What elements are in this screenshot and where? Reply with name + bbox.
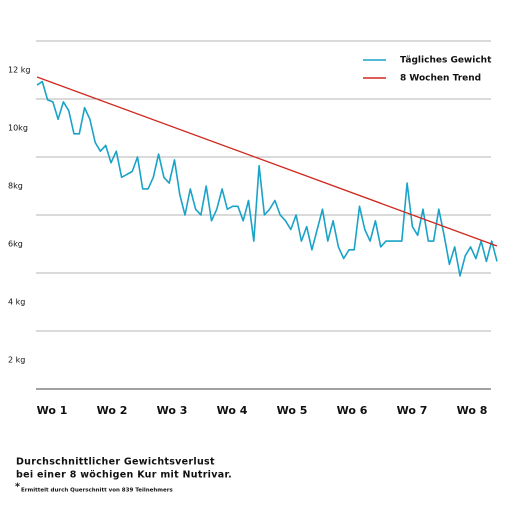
y-tick-label: 8kg [8,182,23,191]
y-tick-label: 10kg [8,124,28,133]
x-tick-label: Wo 4 [217,404,248,417]
caption: Durchschnittlicher Gewichtsverlust [16,457,215,468]
legend-label: 8 Wochen Trend [400,74,481,84]
caption: bei einer 8 wöchigen Kur mit Nutrivar. [16,470,232,481]
footnote: Ermittelt durch Querschnitt von 839 Teil… [21,488,173,494]
y-tick-label: 4 kg [8,298,25,307]
x-tick-label: Wo 2 [97,404,128,417]
x-tick-label: Wo 7 [397,404,428,417]
footnote-mark: * [15,482,20,493]
y-tick-label: 2 kg [8,356,25,365]
x-tick-label: Wo 1 [37,404,68,417]
x-tick-label: Wo 8 [457,404,488,417]
x-tick-label: Wo 5 [277,404,308,417]
x-tick-label: Wo 6 [337,404,368,417]
series-line [36,80,498,277]
legend-label: Tägliches Gewicht [400,56,492,66]
series-line [36,76,498,247]
x-tick-label: Wo 3 [157,404,188,417]
y-tick-label: 6kg [8,240,23,249]
y-tick-label: 12 kg [8,66,30,75]
